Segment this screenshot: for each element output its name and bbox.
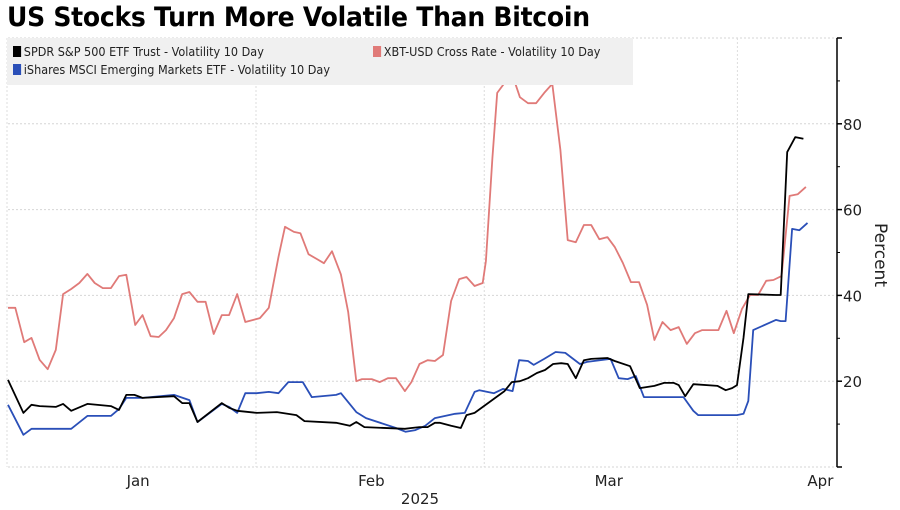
legend: SPDR S&P 500 ETF Trust - Volatility 10 D…	[7, 38, 633, 85]
series-line-spy	[7, 136, 804, 430]
x-axis: Jan Feb Mar Apr	[126, 472, 835, 490]
x-tick-label: Mar	[595, 472, 624, 490]
legend-swatch-eem	[13, 64, 22, 75]
legend-item-xbt: XBT-USD Cross Rate - Volatility 10 Day	[373, 44, 600, 59]
y-tick-label: 80	[843, 116, 862, 134]
x-tick-label: Jan	[126, 472, 150, 490]
x-axis-year-label: 2025	[401, 490, 439, 508]
y-axis-title: Percent	[870, 223, 890, 287]
chart-title: US Stocks Turn More Volatile Than Bitcoi…	[7, 2, 590, 33]
x-tick-label: Apr	[807, 472, 834, 490]
legend-swatch-xbt	[373, 46, 382, 57]
x-tick-label: Feb	[358, 472, 385, 490]
legend-item-eem: iShares MSCI Emerging Markets ETF - Vola…	[13, 62, 330, 77]
grid	[6, 37, 837, 468]
legend-label-spy: SPDR S&P 500 ETF Trust - Volatility 10 D…	[23, 44, 264, 59]
y-tick-label: 40	[843, 287, 862, 305]
legend-label-xbt: XBT-USD Cross Rate - Volatility 10 Day	[383, 44, 601, 59]
y-tick-label: 60	[843, 202, 862, 220]
series-line-eem	[7, 222, 809, 436]
legend-label-eem: iShares MSCI Emerging Markets ETF - Vola…	[23, 62, 330, 77]
series-line-xbt	[8, 72, 807, 392]
legend-swatch-spy	[13, 46, 22, 57]
y-tick-label: 20	[843, 373, 862, 391]
legend-item-spy: SPDR S&P 500 ETF Trust - Volatility 10 D…	[13, 44, 264, 59]
y-axis: 20 40 60 80	[836, 37, 862, 468]
series-layer	[7, 72, 809, 436]
